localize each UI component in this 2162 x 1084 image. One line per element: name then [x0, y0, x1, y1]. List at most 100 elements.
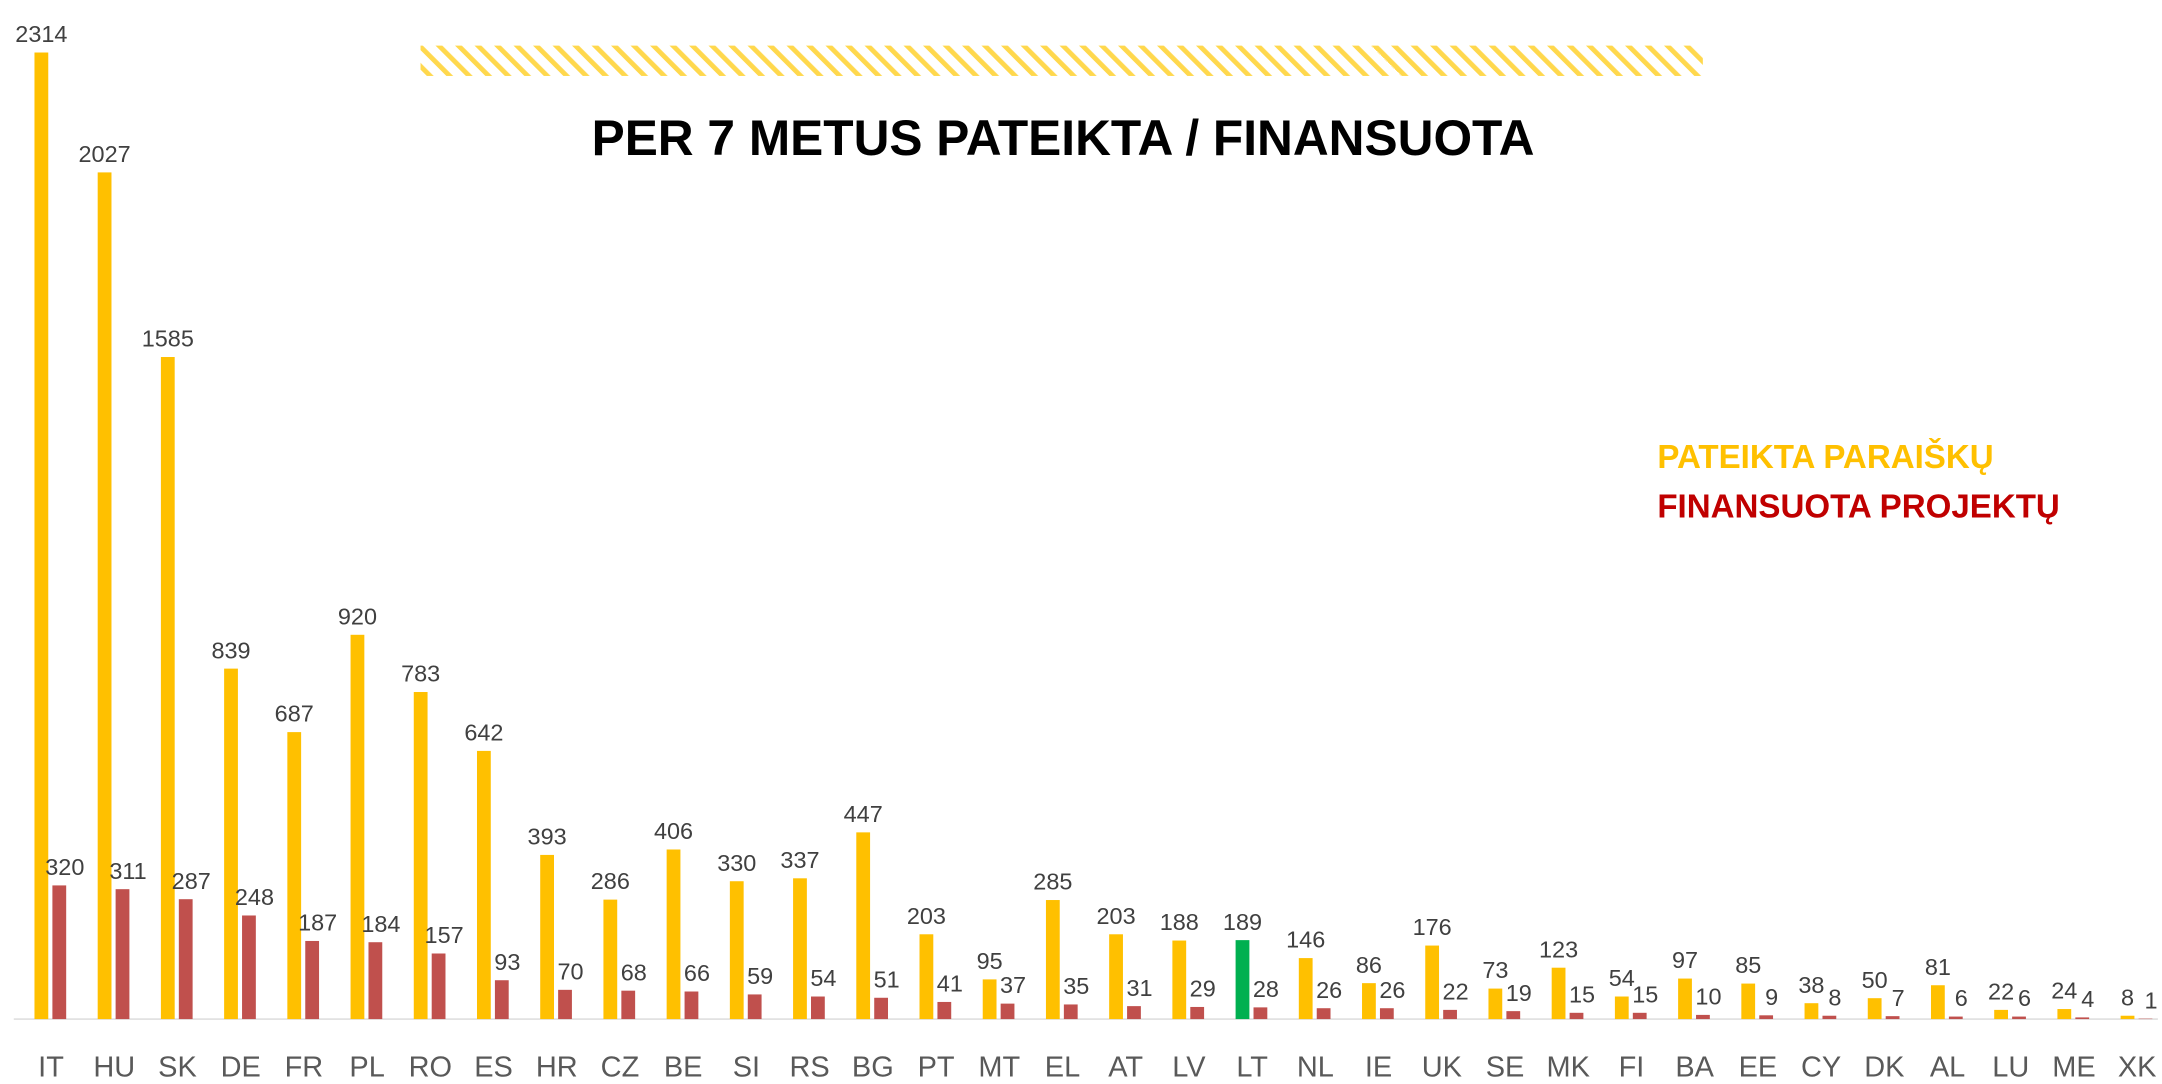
- x-tick-label: BG: [852, 1051, 894, 1083]
- bar: [242, 915, 256, 1020]
- value-label: 81: [1925, 954, 1951, 980]
- bar: [919, 934, 934, 1020]
- value-label: 95: [977, 948, 1003, 974]
- value-label: 26: [1379, 977, 1405, 1003]
- bar: [1867, 998, 1882, 1020]
- value-label: 6: [1955, 985, 1968, 1011]
- bar: [52, 885, 67, 1020]
- bar: [1488, 988, 1503, 1020]
- x-tick-label: AL: [1930, 1051, 1965, 1083]
- value-label: 70: [558, 958, 584, 984]
- bar: [1885, 1016, 1900, 1020]
- value-label: 54: [1609, 965, 1635, 991]
- x-tick-label: BE: [664, 1051, 703, 1083]
- bar: [603, 899, 618, 1020]
- bar: [1741, 983, 1756, 1020]
- value-label: 311: [109, 858, 146, 884]
- value-label: 10: [1695, 984, 1721, 1010]
- value-label: 6: [2018, 985, 2031, 1011]
- x-tick-label: FR: [285, 1051, 324, 1083]
- bar: [558, 989, 572, 1020]
- x-tick-label: EE: [1739, 1051, 1778, 1083]
- bar: [115, 889, 130, 1020]
- bar: [1804, 1003, 1819, 1020]
- bar: [1000, 1003, 1015, 1020]
- bar: [2120, 1015, 2135, 1020]
- bar: [368, 942, 383, 1020]
- x-tick-label: AT: [1108, 1051, 1143, 1083]
- value-label: 285: [1033, 869, 1072, 895]
- bar: [160, 357, 175, 1020]
- x-tick-label: RO: [409, 1051, 452, 1083]
- bar: [856, 832, 871, 1020]
- bar: [1948, 1016, 1963, 1020]
- value-label: 9: [1765, 984, 1778, 1010]
- value-label: 447: [844, 801, 883, 827]
- value-label: 286: [591, 868, 630, 894]
- value-label: 839: [211, 637, 250, 663]
- value-label: 287: [172, 868, 211, 894]
- value-label: 15: [1569, 981, 1595, 1007]
- value-label: 2314: [15, 21, 67, 47]
- bar: [2012, 1016, 2026, 1020]
- value-label: 783: [401, 661, 440, 687]
- value-label: 93: [494, 949, 520, 975]
- value-label: 41: [937, 971, 963, 997]
- x-tick-label: IT: [38, 1051, 64, 1083]
- value-label: 26: [1316, 977, 1342, 1003]
- bar: [729, 881, 744, 1020]
- bar: [494, 980, 509, 1020]
- bar: [1443, 1009, 1457, 1020]
- bar: [305, 940, 320, 1020]
- bar: [684, 991, 699, 1020]
- value-label: 54: [810, 965, 836, 991]
- x-tick-label: EL: [1045, 1051, 1080, 1083]
- value-label: 31: [1126, 975, 1152, 1001]
- bar: [476, 750, 491, 1020]
- value-label: 203: [907, 903, 946, 929]
- value-label: 29: [1190, 976, 1216, 1002]
- value-label: 320: [45, 854, 84, 880]
- value-label: 406: [654, 818, 693, 844]
- bar: [1696, 1014, 1710, 1020]
- bar: [1045, 900, 1060, 1020]
- bar: [1316, 1008, 1331, 1020]
- value-label: 24: [2051, 978, 2077, 1004]
- bar: [34, 52, 49, 1020]
- value-label: 7: [1892, 985, 1905, 1011]
- value-label: 203: [1097, 903, 1136, 929]
- x-tick-label: IE: [1365, 1051, 1392, 1083]
- value-label: 22: [1988, 979, 2014, 1005]
- value-label: 85: [1735, 952, 1761, 978]
- value-label: 687: [275, 701, 314, 727]
- x-tick-label: HR: [536, 1051, 578, 1083]
- bar: [1551, 967, 1566, 1020]
- value-label: 337: [780, 847, 819, 873]
- value-label: 97: [1672, 947, 1698, 973]
- x-tick-label: ME: [2052, 1051, 2095, 1083]
- value-label: 4: [2081, 986, 2094, 1012]
- bar: [1822, 1015, 1837, 1020]
- value-label: 330: [717, 850, 756, 876]
- bar: [1063, 1004, 1078, 1020]
- bar: [1425, 945, 1440, 1020]
- value-label: 50: [1862, 967, 1888, 993]
- bar: [747, 994, 762, 1020]
- bar: [1362, 983, 1376, 1020]
- bar: [1632, 1012, 1647, 1020]
- bar: [1759, 1015, 1774, 1020]
- value-label: 176: [1413, 914, 1452, 940]
- bar: [287, 732, 302, 1020]
- value-label: 73: [1482, 957, 1508, 983]
- bar: [1172, 940, 1187, 1020]
- value-label: 8: [1828, 984, 1841, 1010]
- value-label: 28: [1253, 976, 1279, 1002]
- x-tick-label: DE: [221, 1051, 261, 1083]
- value-label: 37: [1000, 972, 1026, 998]
- bar: [982, 979, 997, 1020]
- x-tick-label: ES: [474, 1051, 513, 1083]
- bar: [1569, 1012, 1584, 1020]
- x-tick-label: LU: [1992, 1051, 2029, 1083]
- x-tick-label: SK: [158, 1051, 197, 1083]
- value-label: 1: [2144, 987, 2157, 1013]
